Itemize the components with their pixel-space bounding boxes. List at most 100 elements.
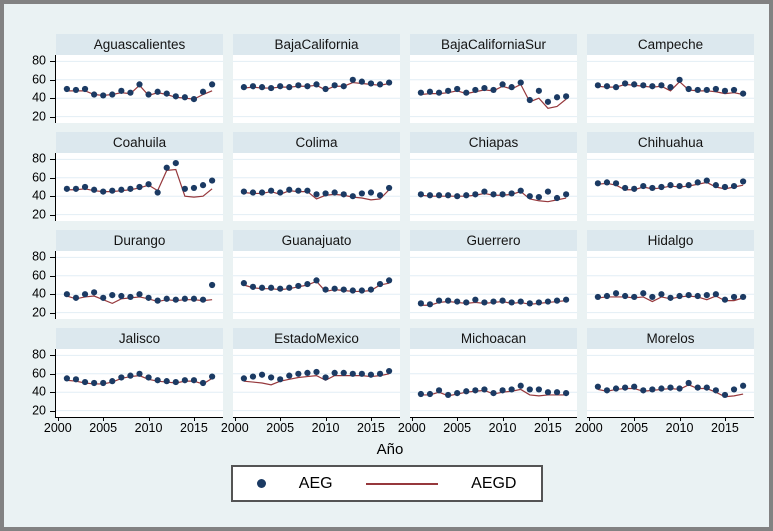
aeg-point bbox=[258, 189, 266, 196]
aeg-point bbox=[435, 297, 443, 304]
aeg-point bbox=[622, 80, 629, 87]
x-tick-mark bbox=[325, 417, 327, 421]
panel-chart bbox=[233, 256, 400, 314]
aeg-point bbox=[136, 183, 143, 191]
panel-title: Jalisco bbox=[56, 328, 223, 349]
aeg-point bbox=[703, 384, 710, 391]
aeg-point bbox=[181, 377, 188, 384]
aeg-point bbox=[463, 89, 470, 96]
panel-chart bbox=[56, 256, 223, 314]
x-tick-label: 2000 bbox=[574, 421, 603, 435]
aeg-point bbox=[313, 277, 320, 284]
panel-colima: Colima bbox=[233, 132, 400, 221]
x-tick-label: 2015 bbox=[180, 421, 208, 435]
x-tick-label: 2000 bbox=[220, 421, 249, 435]
y-tick-mark bbox=[50, 98, 55, 100]
aeg-point bbox=[358, 370, 365, 377]
aeg-point bbox=[331, 369, 338, 376]
x-tick-mark bbox=[588, 417, 590, 421]
aeg-point bbox=[190, 295, 198, 302]
aeg-point bbox=[249, 189, 257, 196]
panel-campeche: Campeche bbox=[587, 34, 754, 123]
aeg-point bbox=[612, 84, 620, 91]
aeg-point bbox=[426, 192, 434, 199]
y-axis: 20 40 60 80 bbox=[15, 152, 55, 221]
x-tick-mark bbox=[103, 417, 105, 421]
aeg-point bbox=[472, 86, 479, 94]
aeg-point bbox=[258, 371, 266, 378]
aeg-point bbox=[240, 375, 247, 382]
aeg-point bbox=[740, 293, 747, 301]
aeg-point bbox=[100, 379, 107, 387]
aeg-point bbox=[295, 282, 302, 290]
aeg-point bbox=[472, 191, 479, 198]
aeg-point bbox=[622, 184, 629, 192]
aeg-point bbox=[553, 389, 561, 396]
aeg-point bbox=[490, 191, 497, 198]
aeg-point bbox=[658, 385, 665, 392]
aeg-point bbox=[313, 368, 320, 376]
aeg-point bbox=[163, 378, 170, 385]
panel-plot-area: 2000 2005 2010 2015 bbox=[398, 349, 577, 435]
aeg-point bbox=[181, 185, 188, 192]
panel-plot-area: 20 40 60 80 bbox=[32, 152, 223, 221]
aeg-point bbox=[331, 285, 338, 292]
aeg-point bbox=[349, 76, 356, 83]
aeg-point bbox=[304, 83, 311, 90]
panel-title: EstadoMexico bbox=[233, 328, 400, 349]
aeg-point bbox=[631, 185, 638, 192]
aeg-point bbox=[181, 94, 188, 101]
x-axis: 2000 2005 2010 2015 bbox=[44, 417, 223, 436]
aeg-point bbox=[118, 374, 125, 381]
aeg-point bbox=[694, 292, 701, 300]
y-tick-mark bbox=[50, 257, 55, 259]
aeg-point bbox=[640, 387, 647, 394]
aeg-point bbox=[703, 177, 710, 184]
aeg-point bbox=[649, 386, 656, 393]
panel-bajacalifornia: BajaCalifornia bbox=[233, 34, 400, 123]
aeg-point bbox=[481, 299, 488, 306]
aeg-point bbox=[154, 297, 161, 304]
aeg-point bbox=[313, 191, 320, 198]
aeg-point bbox=[703, 292, 710, 299]
aeg-point bbox=[454, 390, 461, 397]
aeg-point bbox=[72, 376, 80, 383]
aeg-point bbox=[81, 378, 89, 386]
aeg-point bbox=[730, 182, 738, 190]
aeg-point bbox=[640, 182, 647, 190]
y-tick-mark bbox=[50, 410, 55, 412]
panel-plot-area: 2000 2005 2010 2015 bbox=[575, 349, 754, 435]
panel-plot-area bbox=[233, 153, 400, 221]
aeg-point bbox=[676, 292, 683, 300]
aeg-point bbox=[190, 184, 198, 192]
y-axis: 20 40 60 80 bbox=[15, 54, 55, 124]
aeg-point bbox=[154, 377, 161, 384]
aeg-point bbox=[240, 188, 247, 195]
aeg-point bbox=[703, 86, 710, 94]
aeg-point bbox=[712, 387, 719, 394]
panel-hidalgo: Hidalgo bbox=[587, 230, 754, 319]
aeg-point bbox=[322, 85, 329, 93]
y-tick-mark bbox=[50, 355, 55, 357]
panel-chart bbox=[410, 354, 577, 412]
aeg-point bbox=[685, 379, 692, 387]
aeg-point bbox=[612, 385, 620, 392]
x-tick-label: 2000 bbox=[43, 421, 72, 435]
panel-chart bbox=[233, 60, 400, 118]
aeg-point bbox=[249, 373, 257, 380]
aeg-point bbox=[145, 91, 152, 98]
aeg-point bbox=[454, 85, 461, 93]
aeg-point bbox=[268, 84, 275, 92]
aeg-point bbox=[740, 90, 747, 97]
aeg-point bbox=[535, 194, 542, 201]
aeg-point bbox=[277, 376, 284, 383]
x-tick-mark bbox=[634, 417, 636, 421]
aeg-point bbox=[563, 390, 570, 397]
y-tick-label: 40 bbox=[32, 286, 46, 301]
aeg-point bbox=[563, 296, 570, 303]
x-tick-mark bbox=[457, 417, 459, 421]
aeg-point bbox=[499, 387, 506, 394]
aeg-point bbox=[109, 91, 116, 98]
y-tick-label: 20 bbox=[32, 109, 46, 124]
panel-chart bbox=[587, 158, 754, 216]
